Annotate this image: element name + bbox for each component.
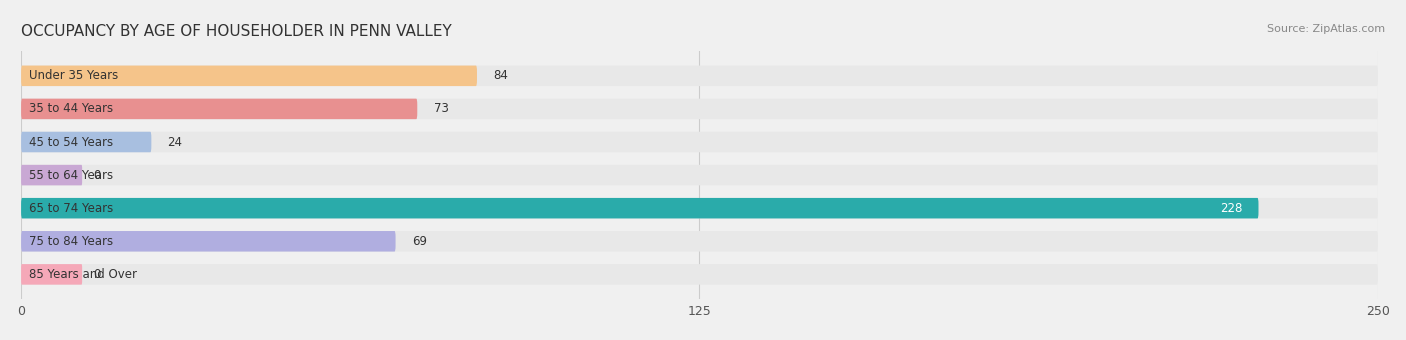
- FancyBboxPatch shape: [21, 66, 1378, 86]
- Text: 24: 24: [167, 136, 183, 149]
- Text: 69: 69: [412, 235, 427, 248]
- FancyBboxPatch shape: [21, 99, 1378, 119]
- FancyBboxPatch shape: [21, 132, 152, 152]
- Text: 75 to 84 Years: 75 to 84 Years: [30, 235, 114, 248]
- FancyBboxPatch shape: [21, 198, 1258, 219]
- FancyBboxPatch shape: [21, 264, 82, 285]
- Text: 228: 228: [1220, 202, 1241, 215]
- FancyBboxPatch shape: [21, 165, 1378, 185]
- FancyBboxPatch shape: [21, 165, 82, 185]
- FancyBboxPatch shape: [21, 231, 1378, 252]
- FancyBboxPatch shape: [21, 132, 1378, 152]
- Text: 73: 73: [433, 102, 449, 115]
- FancyBboxPatch shape: [21, 231, 395, 252]
- Text: 0: 0: [93, 169, 100, 182]
- Text: 85 Years and Over: 85 Years and Over: [30, 268, 138, 281]
- Text: 84: 84: [494, 69, 508, 82]
- Text: 0: 0: [93, 268, 100, 281]
- Text: 45 to 54 Years: 45 to 54 Years: [30, 136, 114, 149]
- FancyBboxPatch shape: [21, 66, 477, 86]
- Text: Source: ZipAtlas.com: Source: ZipAtlas.com: [1267, 24, 1385, 34]
- FancyBboxPatch shape: [21, 198, 1378, 219]
- FancyBboxPatch shape: [21, 99, 418, 119]
- Text: 35 to 44 Years: 35 to 44 Years: [30, 102, 114, 115]
- Text: OCCUPANCY BY AGE OF HOUSEHOLDER IN PENN VALLEY: OCCUPANCY BY AGE OF HOUSEHOLDER IN PENN …: [21, 24, 451, 39]
- FancyBboxPatch shape: [21, 264, 1378, 285]
- Text: Under 35 Years: Under 35 Years: [30, 69, 118, 82]
- Text: 65 to 74 Years: 65 to 74 Years: [30, 202, 114, 215]
- Text: 55 to 64 Years: 55 to 64 Years: [30, 169, 114, 182]
